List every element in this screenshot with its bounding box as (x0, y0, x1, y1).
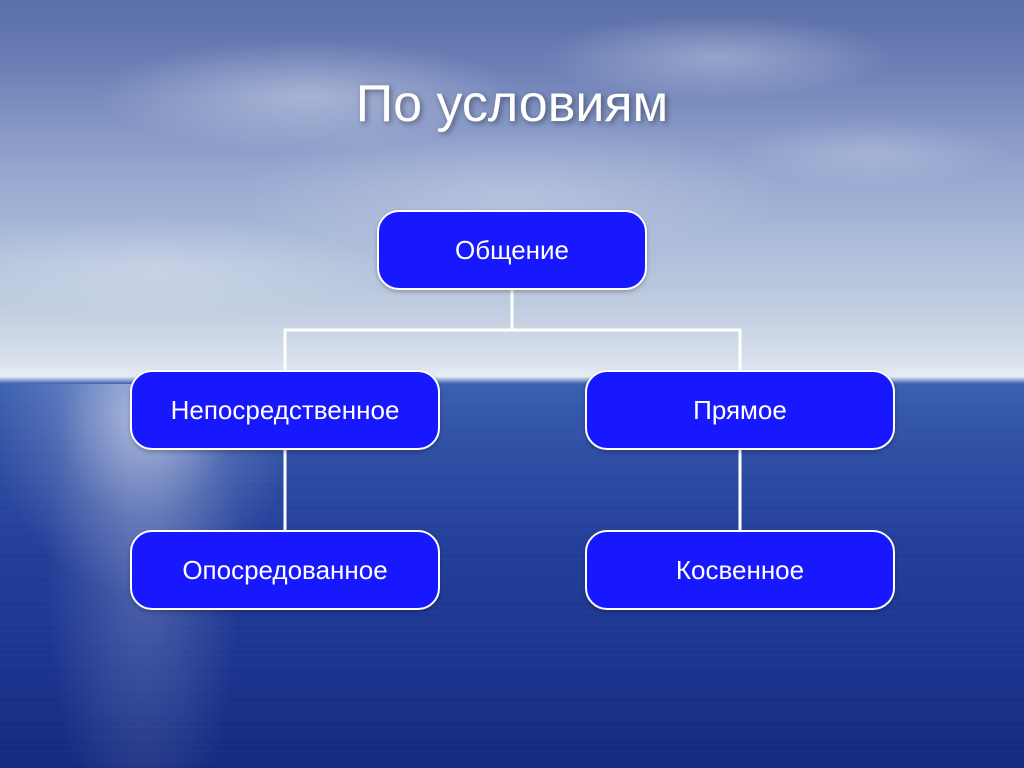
sky-clouds (0, 0, 1024, 384)
diagram-node-right1: Прямое (585, 370, 895, 450)
diagram-node-right2: Косвенное (585, 530, 895, 610)
diagram-node-root: Общение (377, 210, 647, 290)
diagram-node-left1: Непосредственное (130, 370, 440, 450)
diagram-node-left2: Опосредованное (130, 530, 440, 610)
slide-title: По условиям (0, 74, 1024, 134)
